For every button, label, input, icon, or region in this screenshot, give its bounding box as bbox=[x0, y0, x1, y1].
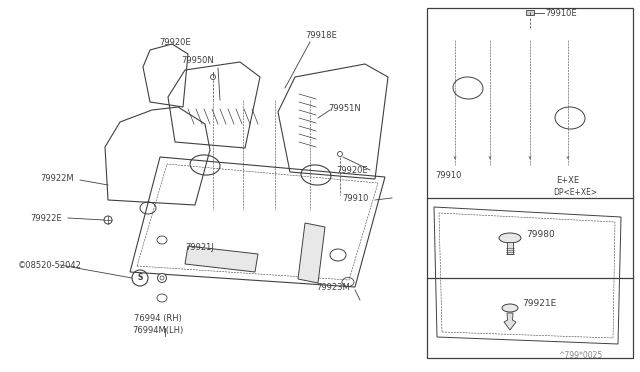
Text: 79910: 79910 bbox=[342, 193, 369, 202]
Text: S: S bbox=[138, 273, 143, 282]
Bar bbox=[427, 8, 633, 358]
Text: 79923M: 79923M bbox=[316, 283, 349, 292]
Text: 76994 (RH): 76994 (RH) bbox=[134, 314, 182, 323]
Text: ^799*0025: ^799*0025 bbox=[558, 350, 602, 359]
Text: 79920E: 79920E bbox=[336, 166, 367, 174]
Text: 79921J: 79921J bbox=[186, 243, 214, 251]
Ellipse shape bbox=[502, 304, 518, 312]
Text: 79922E: 79922E bbox=[30, 214, 61, 222]
Ellipse shape bbox=[499, 233, 521, 243]
Polygon shape bbox=[298, 223, 325, 283]
Text: 79920E: 79920E bbox=[159, 38, 191, 46]
Text: 79951N: 79951N bbox=[328, 103, 361, 112]
Text: 79980: 79980 bbox=[526, 230, 555, 238]
Text: 79922M: 79922M bbox=[40, 173, 74, 183]
Ellipse shape bbox=[157, 273, 166, 282]
Text: ©08520-52042: ©08520-52042 bbox=[18, 260, 82, 269]
Text: 76994M(LH): 76994M(LH) bbox=[132, 326, 184, 334]
Polygon shape bbox=[185, 246, 258, 272]
Text: E+XE: E+XE bbox=[556, 176, 579, 185]
Bar bbox=[507, 242, 513, 254]
Ellipse shape bbox=[337, 151, 342, 157]
Text: 79950N: 79950N bbox=[182, 55, 214, 64]
Ellipse shape bbox=[104, 216, 112, 224]
Polygon shape bbox=[504, 313, 516, 330]
Ellipse shape bbox=[211, 74, 216, 80]
Text: 79921E: 79921E bbox=[522, 299, 556, 308]
Text: 79910: 79910 bbox=[435, 170, 461, 180]
Bar bbox=[526, 10, 534, 15]
Text: 79918E: 79918E bbox=[305, 31, 337, 39]
Text: DP<E+XE>: DP<E+XE> bbox=[553, 187, 597, 196]
Text: 79910E: 79910E bbox=[545, 9, 577, 17]
